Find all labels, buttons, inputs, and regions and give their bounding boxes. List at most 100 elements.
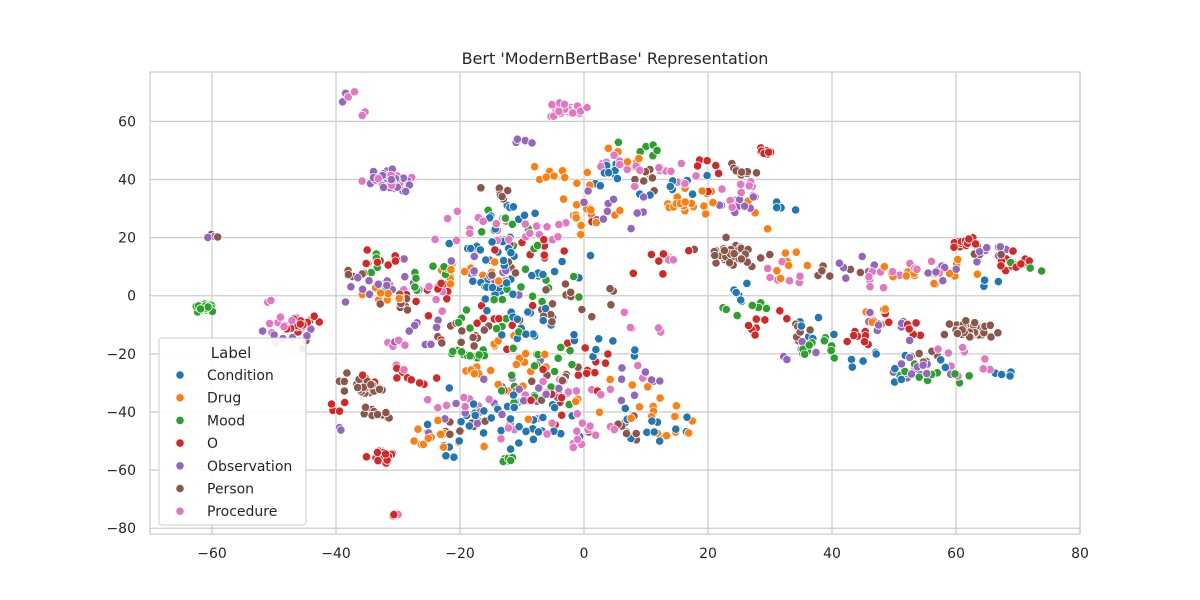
scatter-point-person (944, 319, 955, 329)
scatter-point-observation (923, 268, 933, 278)
scatter-point-observation (373, 279, 383, 289)
x-tick-label: −20 (445, 546, 475, 562)
scatter-point-drug (438, 442, 449, 452)
y-tick-label: −60 (106, 463, 136, 479)
scatter-point-o (372, 257, 382, 267)
scatter-point-drug (521, 349, 531, 359)
scatter-point-o (494, 314, 504, 324)
scatter-point-observation (357, 284, 368, 294)
scatter-point-observation (386, 175, 396, 185)
scatter-point-observation (602, 206, 613, 216)
scatter-point-mood (565, 346, 575, 356)
scatter-point-procedure (484, 394, 494, 404)
scatter-point-observation (995, 242, 1005, 252)
scatter-point-mood (549, 366, 560, 377)
scatter-point-o (702, 156, 712, 166)
scatter-point-condition (731, 287, 741, 298)
scatter-point-condition (509, 402, 519, 412)
scatter-point-condition (487, 237, 497, 247)
scatter-point-mood (520, 264, 531, 274)
scatter-point-procedure (582, 103, 592, 113)
scatter-point-procedure (554, 106, 564, 117)
legend: Label Condition Drug Mood O Observation Perso… (158, 337, 307, 526)
scatter-point-mood (613, 137, 624, 147)
scatter-point-person (724, 258, 735, 268)
scatter-point-o (442, 294, 452, 304)
scatter-point-person (557, 376, 568, 386)
scatter-point-o (658, 249, 669, 259)
scatter-point-person (510, 268, 521, 278)
scatter-point-condition (475, 245, 485, 255)
scatter-point-drug (558, 194, 569, 204)
scatter-point-mood (964, 371, 974, 381)
scatter-point-person (437, 338, 447, 348)
scatter-point-procedure (279, 322, 289, 332)
scatter-point-person (805, 325, 815, 335)
scatter-point-procedure (591, 430, 601, 440)
scatter-point-drug (523, 414, 533, 424)
scatter-point-procedure (357, 176, 367, 186)
scatter-point-condition (936, 355, 946, 365)
scatter-point-o (472, 318, 482, 328)
scatter-point-observation (364, 276, 374, 286)
scatter-point-condition (480, 294, 490, 304)
scatter-point-mood (465, 351, 475, 361)
scatter-point-procedure (619, 307, 630, 317)
scatter-point-o (295, 319, 305, 329)
scatter-point-person (360, 402, 371, 412)
scatter-point-person (621, 428, 632, 439)
scatter-point-procedure (437, 306, 447, 316)
scatter-point-procedure (912, 264, 922, 274)
scatter-point-o (539, 250, 549, 260)
scatter-point-condition (498, 255, 509, 266)
scatter-point-person (736, 254, 747, 264)
scatter-point-condition (530, 208, 540, 218)
scatter-point-person (711, 258, 721, 268)
scatter-point-o (423, 311, 434, 321)
scatter-point-person (765, 250, 775, 260)
scatter-point-drug (708, 198, 718, 208)
scatter-point-mood (461, 305, 472, 315)
scatter-point-procedure (978, 364, 988, 374)
scatter-point-condition (481, 255, 491, 265)
scatter-point-person (719, 245, 730, 256)
scatter-point-observation (617, 363, 627, 373)
scatter-point-person (756, 253, 766, 263)
scatter-point-condition (464, 421, 474, 431)
scatter-point-condition (468, 399, 479, 409)
scatter-point-procedure (957, 342, 968, 353)
scatter-point-drug (469, 369, 479, 379)
scatter-point-o (600, 358, 611, 368)
scatter-point-condition (512, 314, 523, 324)
scatter-point-o (782, 314, 792, 324)
scatter-point-person (366, 380, 376, 390)
scatter-point-drug (571, 213, 581, 223)
scatter-point-condition (742, 278, 752, 288)
scatter-point-o (432, 373, 442, 383)
scatter-point-observation (410, 320, 420, 330)
scatter-point-o (590, 368, 600, 378)
scatter-point-drug (605, 374, 615, 385)
scatter-point-procedure (393, 335, 404, 345)
scatter-point-mood (532, 240, 543, 250)
scatter-point-mood (203, 302, 213, 312)
scatter-point-procedure (668, 255, 679, 265)
scatter-point-condition (527, 270, 537, 281)
scatter-point-procedure (585, 421, 595, 431)
scatter-point-o (654, 256, 664, 266)
scatter-point-o (911, 318, 921, 328)
scatter-point-drug (655, 393, 665, 403)
scatter-point-observation (426, 339, 436, 349)
scatter-point-condition (940, 362, 951, 372)
scatter-point-condition (468, 276, 478, 286)
scatter-point-mood (529, 361, 540, 371)
scatter-point-mood (497, 294, 507, 305)
scatter-point-condition (682, 412, 692, 422)
scatter-point-condition (772, 203, 782, 213)
scatter-point-observation (811, 347, 821, 358)
scatter-point-mood (527, 291, 538, 301)
scatter-point-person (729, 249, 739, 259)
scatter-point-mood (819, 336, 829, 346)
scatter-point-observation (534, 383, 544, 393)
scatter-point-procedure (287, 316, 297, 326)
